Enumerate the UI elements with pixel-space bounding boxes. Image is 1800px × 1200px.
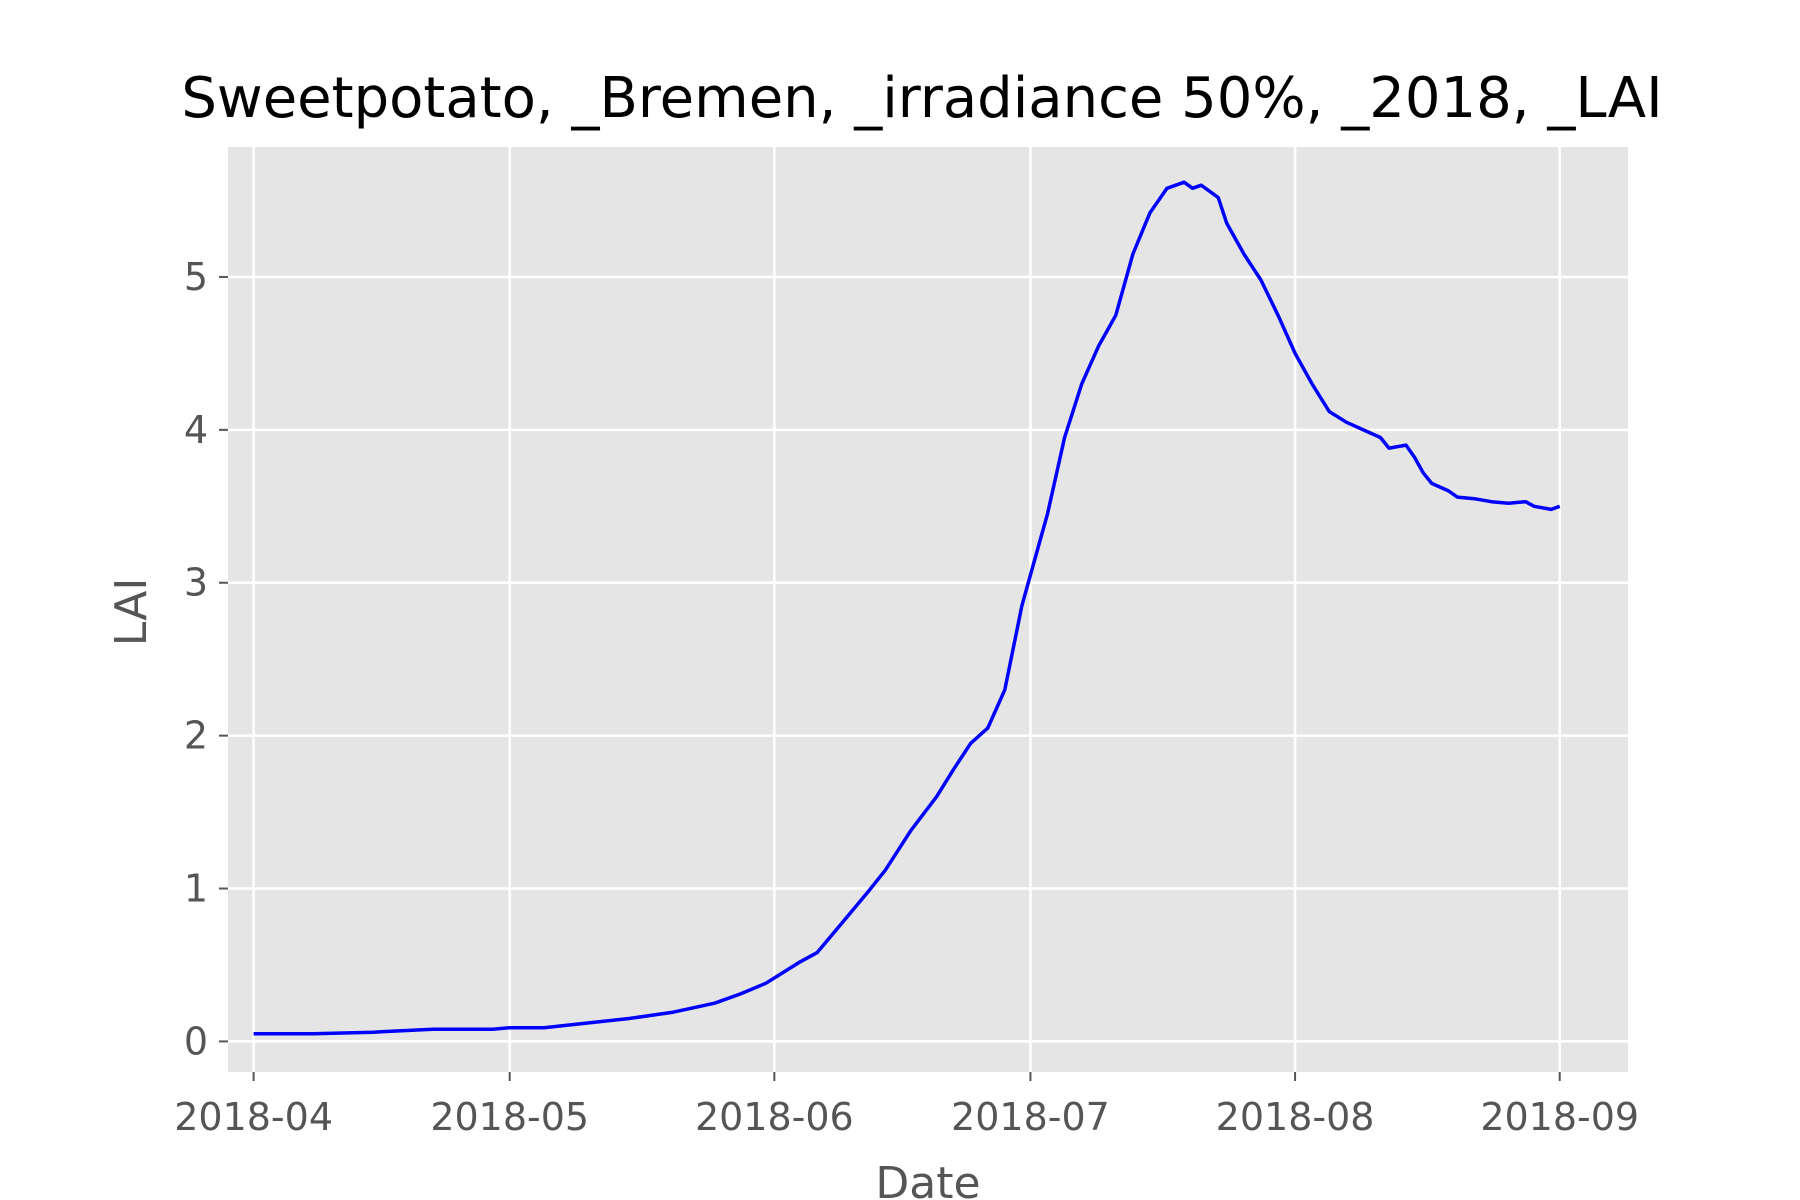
- x-tick-label: 2018-05: [430, 1095, 589, 1139]
- x-tick-label: 2018-04: [174, 1095, 333, 1139]
- y-axis-label: LAI: [106, 578, 157, 647]
- grid-lines: [228, 147, 1628, 1072]
- x-axis: 2018-04 2018-05 2018-06 2018-07 2018-08 2018-…: [174, 1072, 1639, 1139]
- x-tick-label: 2018-06: [695, 1095, 854, 1139]
- x-axis-label: Date: [875, 1158, 980, 1200]
- y-tick-label: 1: [184, 867, 208, 911]
- y-tick-label: 2: [184, 714, 208, 758]
- x-tick-label: 2018-09: [1480, 1095, 1639, 1139]
- y-tick-label: 3: [184, 561, 208, 605]
- plot-area: [228, 147, 1628, 1072]
- y-tick-label: 0: [184, 1019, 208, 1063]
- series-line: [253, 180, 1561, 1036]
- chart-title: Sweetpotato, _Bremen, _irradiance 50%, _…: [181, 66, 1662, 131]
- x-tick-label: 2018-07: [951, 1095, 1110, 1139]
- y-tick-label: 4: [184, 408, 208, 452]
- series-group: [253, 180, 1561, 1036]
- y-axis: 0 1 2 3 4 5: [184, 255, 228, 1063]
- y-tick-label: 5: [184, 255, 208, 299]
- x-tick-label: 2018-08: [1216, 1095, 1375, 1139]
